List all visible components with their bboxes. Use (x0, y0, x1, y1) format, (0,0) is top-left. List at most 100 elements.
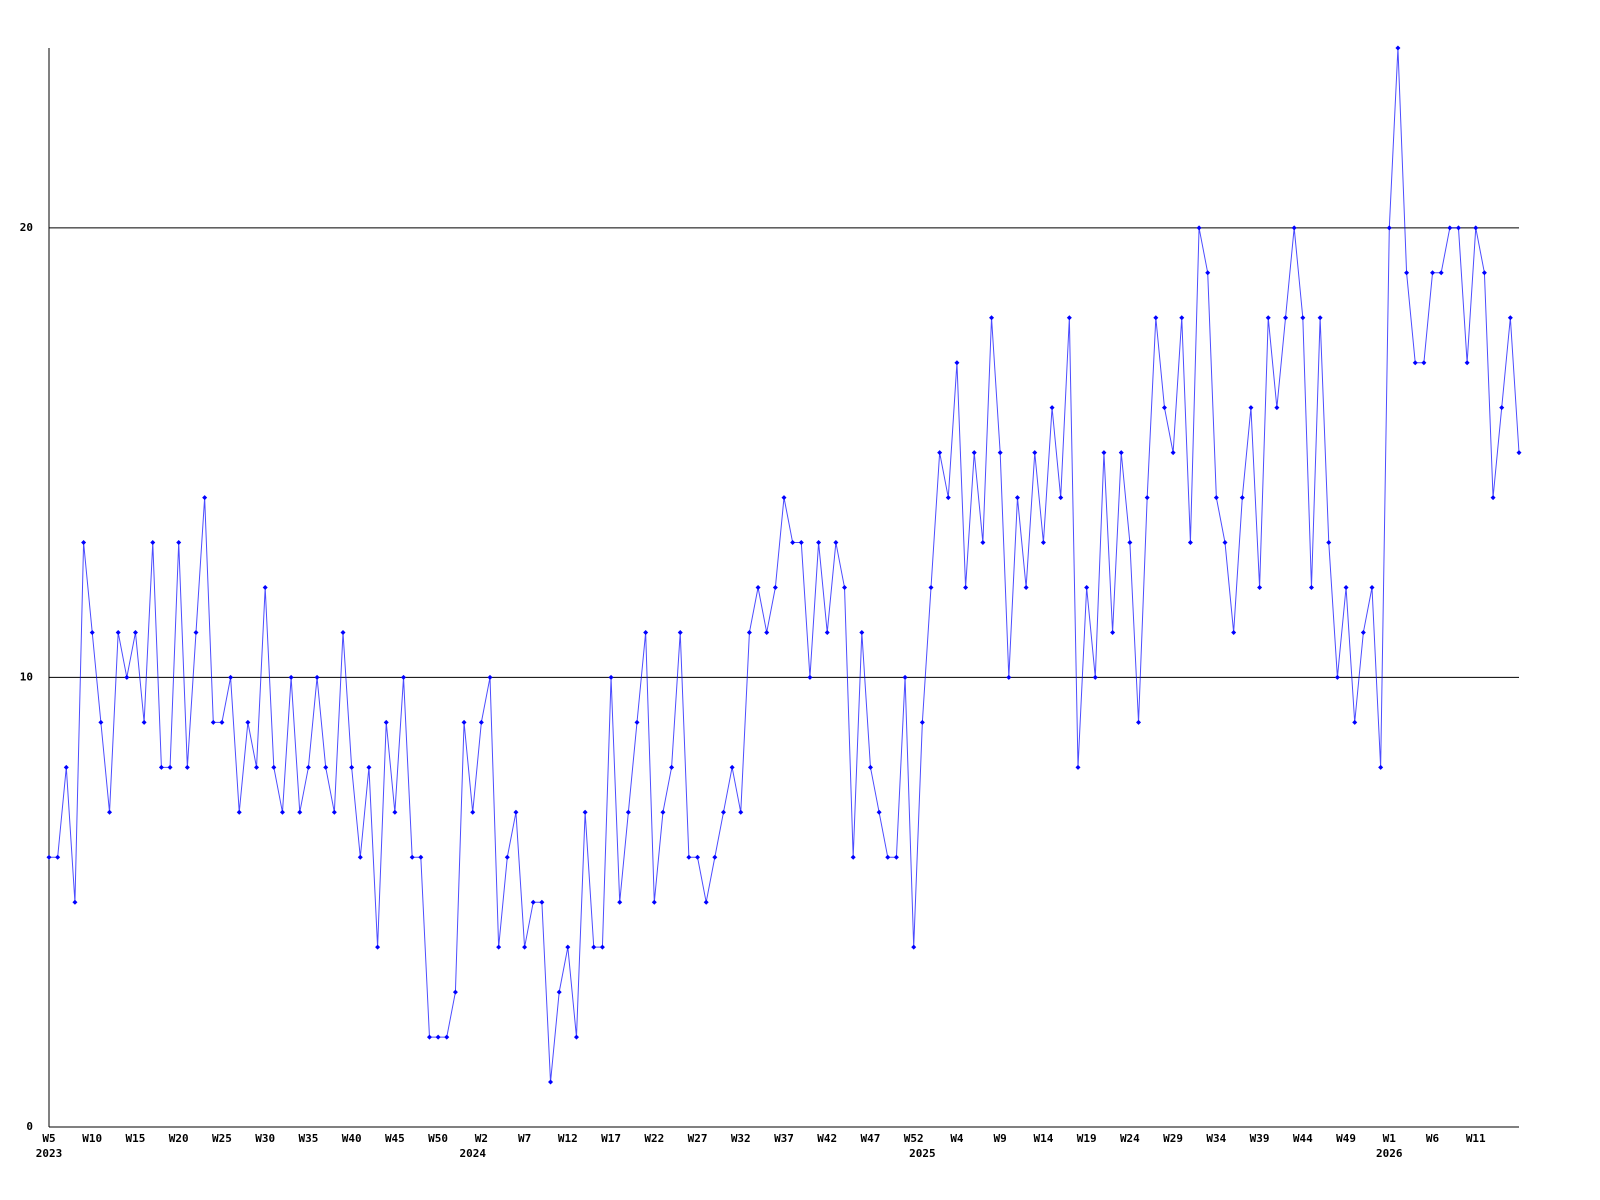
data-point (288, 674, 294, 680)
data-point (1136, 719, 1142, 725)
data-point (444, 1034, 450, 1040)
data-point (712, 854, 718, 860)
data-point (89, 629, 95, 635)
data-point (1265, 315, 1271, 321)
data-point (1343, 585, 1349, 590)
data-point (1404, 270, 1410, 276)
data-point (1144, 495, 1150, 501)
data-point (1196, 225, 1202, 231)
data-point (755, 585, 761, 590)
data-point (1378, 764, 1384, 770)
x-tick-label: W50 (428, 1132, 448, 1145)
data-point (245, 719, 251, 725)
data-point (435, 1034, 441, 1040)
x-tick-label: W35 (298, 1132, 318, 1145)
data-point (340, 629, 346, 635)
data-point (876, 809, 882, 815)
data-point (504, 854, 510, 860)
x-tick-label: W32 (731, 1132, 751, 1145)
data-point (634, 719, 640, 725)
data-point (539, 899, 545, 905)
data-point (582, 809, 588, 815)
data-point (651, 899, 657, 905)
data-point (1430, 270, 1436, 276)
x-tick-label: W7 (518, 1132, 531, 1145)
data-point (271, 764, 277, 770)
data-point (850, 854, 856, 860)
data-point (816, 540, 822, 546)
data-point (487, 674, 493, 680)
data-point (115, 629, 121, 635)
data-point (132, 629, 138, 635)
data-point (1153, 315, 1159, 321)
data-point (738, 809, 744, 815)
data-point (963, 585, 969, 590)
data-point (1248, 405, 1254, 411)
x-tick-label: W30 (255, 1132, 275, 1145)
data-point (357, 854, 363, 860)
data-point (669, 764, 675, 770)
data-point (1412, 360, 1418, 366)
data-point (184, 764, 190, 770)
data-point (1421, 360, 1427, 366)
data-point (202, 495, 208, 501)
year-label: 2024 (459, 1147, 486, 1160)
data-point (660, 809, 666, 815)
data-point (1300, 315, 1306, 321)
data-point (1205, 270, 1211, 276)
data-line (49, 47, 1520, 1083)
data-point (625, 809, 631, 815)
data-point (695, 854, 701, 860)
year-label: 2025 (909, 1147, 936, 1160)
data-point (617, 899, 623, 905)
data-point (1179, 315, 1185, 321)
data-point (409, 854, 415, 860)
data-point (1317, 315, 1323, 321)
x-tick-label: W19 (1077, 1132, 1097, 1145)
x-tick-label: W34 (1206, 1132, 1226, 1145)
data-point (46, 854, 52, 860)
data-point (72, 899, 78, 905)
data-point (401, 674, 407, 680)
x-tick-label: W22 (644, 1132, 664, 1145)
data-point (1360, 629, 1366, 635)
data-point (81, 540, 87, 546)
x-tick-label: W5 (42, 1132, 55, 1145)
data-point (1369, 585, 1375, 590)
data-point (1231, 629, 1237, 635)
data-point (1386, 225, 1392, 231)
data-point (478, 719, 484, 725)
data-point (1161, 405, 1167, 411)
x-tick-label: W20 (169, 1132, 189, 1145)
data-point (686, 854, 692, 860)
data-point (937, 450, 943, 456)
data-point (254, 764, 260, 770)
data-point (971, 450, 977, 456)
data-point (530, 899, 536, 905)
data-point (323, 764, 329, 770)
data-point (426, 1034, 432, 1040)
data-point (945, 495, 951, 501)
data-point (1092, 674, 1098, 680)
data-point (236, 809, 242, 815)
data-point (1110, 629, 1116, 635)
x-tick-label: W52 (904, 1132, 924, 1145)
data-point (573, 1034, 579, 1040)
data-point (1084, 585, 1090, 590)
data-point (1058, 495, 1064, 501)
data-point (1455, 225, 1461, 231)
data-point (798, 540, 804, 546)
data-point (807, 674, 813, 680)
data-point (1291, 225, 1297, 231)
year-label: 2026 (1376, 1147, 1403, 1160)
data-point (1222, 540, 1228, 546)
year-label: 2023 (36, 1147, 63, 1160)
data-point (305, 764, 311, 770)
x-tick-label: W15 (126, 1132, 146, 1145)
data-point (452, 989, 458, 995)
data-point (824, 629, 830, 635)
data-point (729, 764, 735, 770)
data-point (314, 674, 320, 680)
data-point (720, 809, 726, 815)
